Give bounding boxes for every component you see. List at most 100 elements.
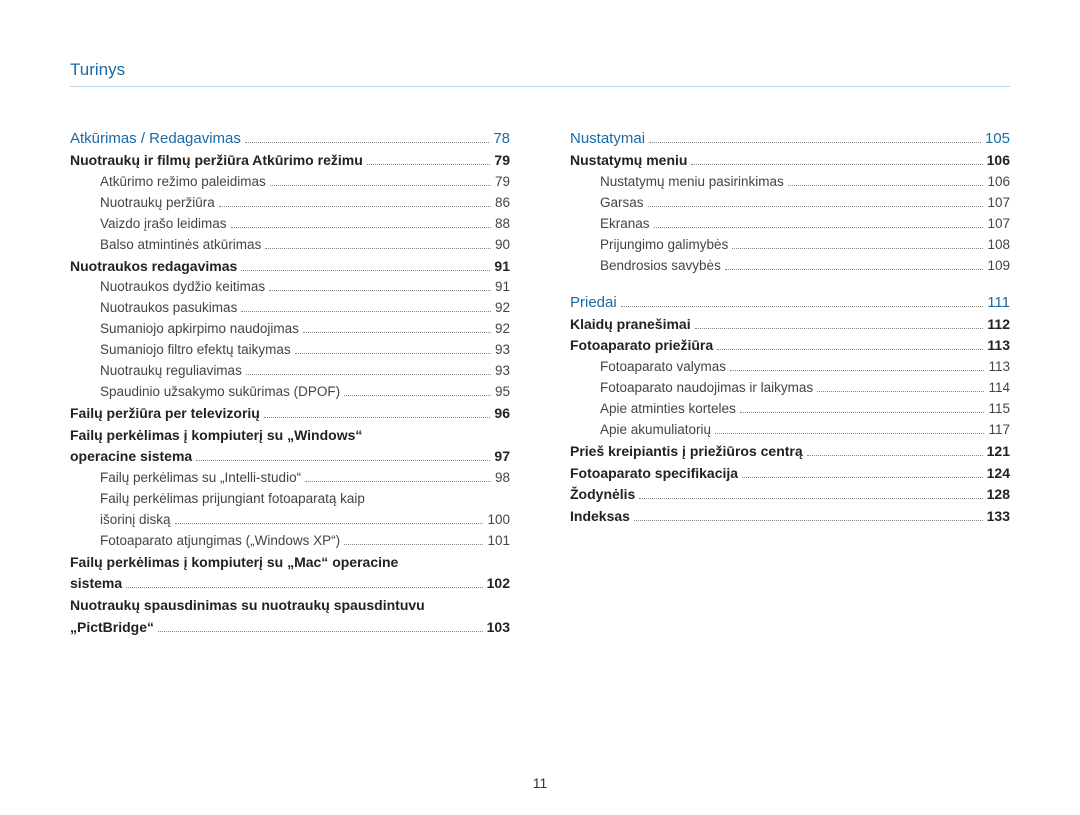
toc-label: Indeksas (570, 506, 630, 528)
toc-label: Failų perkėlimas į kompiuterį su „Mac“ o… (70, 552, 398, 574)
toc-label: Nuotraukų peržiūra (100, 193, 215, 214)
toc-label: Atkūrimas / Redagavimas (70, 127, 241, 150)
toc-entry[interactable]: Apie akumuliatorių 117 (570, 420, 1010, 441)
toc-entry[interactable]: Prijungimo galimybės108 (570, 235, 1010, 256)
toc-page: 117 (988, 420, 1010, 441)
toc-entry[interactable]: sistema102 (70, 573, 510, 595)
toc-entry[interactable]: Atkūrimo režimo paleidimas79 (70, 172, 510, 193)
toc-label: Fotoaparato valymas (600, 357, 726, 378)
toc-entry[interactable]: Nuotraukos dydžio keitimas91 (70, 277, 510, 298)
toc-entry[interactable]: Indeksas133 (570, 506, 1010, 528)
toc-leader (269, 290, 491, 291)
toc-leader (270, 185, 491, 186)
toc-label: Apie atminties korteles (600, 399, 736, 420)
toc-page: 100 (487, 510, 510, 531)
toc-page: 115 (988, 399, 1010, 420)
toc-leader (634, 520, 983, 521)
toc-section[interactable]: Nustatymai105 (570, 127, 1010, 150)
toc-page: 111 (987, 291, 1010, 314)
toc-entry[interactable]: „PictBridge“103 (70, 617, 510, 639)
toc-leader (265, 248, 491, 249)
toc-entry[interactable]: Klaidų pranešimai 112 (570, 314, 1010, 336)
toc-leader (303, 332, 491, 333)
toc-label: Klaidų pranešimai (570, 314, 691, 336)
toc-entry[interactable]: Fotoaparato priežiūra113 (570, 335, 1010, 357)
toc-leader (241, 311, 491, 312)
toc-page: 113 (987, 335, 1010, 357)
toc-leader (740, 412, 985, 413)
toc-label: Nustatymų meniu (570, 150, 687, 172)
toc-entry[interactable]: Failų peržiūra per televizorių96 (70, 403, 510, 425)
toc-leader (245, 142, 489, 143)
toc-section[interactable]: Priedai 111 (570, 291, 1010, 314)
toc-right-column: Nustatymai105Nustatymų meniu106Nustatymų… (570, 127, 1010, 638)
toc-entry[interactable]: Vaizdo įrašo leidimas 88 (70, 214, 510, 235)
toc-label: Vaizdo įrašo leidimas (100, 214, 227, 235)
toc-entry[interactable]: Balso atmintinės atkūrimas90 (70, 235, 510, 256)
toc-entry[interactable]: Fotoaparato valymas 113 (570, 357, 1010, 378)
toc-label: Bendrosios savybės (600, 256, 721, 277)
toc-leader (715, 433, 984, 434)
toc-entry[interactable]: Apie atminties korteles 115 (570, 399, 1010, 420)
toc-entry-line: Failų perkėlimas prijungiant fotoaparatą… (70, 489, 510, 510)
toc-leader (691, 164, 982, 165)
toc-page: 106 (987, 172, 1010, 193)
toc-entry[interactable]: Nuotraukos redagavimas91 (70, 256, 510, 278)
toc-page: 86 (495, 193, 510, 214)
toc-entry[interactable]: Žodynėlis128 (570, 484, 1010, 506)
toc-page: 88 (495, 214, 510, 235)
toc-section[interactable]: Atkūrimas / Redagavimas 78 (70, 127, 510, 150)
toc-leader (196, 460, 490, 461)
toc-entry[interactable]: Fotoaparato atjungimas („Windows XP“)101 (70, 531, 510, 552)
toc-leader (639, 498, 982, 499)
toc-entry[interactable]: Bendrosios savybės109 (570, 256, 1010, 277)
toc-label: Nustatymai (570, 127, 645, 150)
toc-entry[interactable]: Ekranas107 (570, 214, 1010, 235)
toc-entry[interactable]: išorinį diską100 (70, 510, 510, 531)
toc-leader (219, 206, 491, 207)
toc-entry[interactable]: Failų perkėlimas su „Intelli-studio“98 (70, 468, 510, 489)
toc-entry[interactable]: Nustatymų meniu106 (570, 150, 1010, 172)
toc-page: 91 (494, 256, 510, 278)
toc-page: 93 (495, 340, 510, 361)
toc-leader (649, 142, 981, 143)
toc-entry[interactable]: Prieš kreipiantis į priežiūros centrą121 (570, 441, 1010, 463)
toc-entry[interactable]: Nuotraukos pasukimas92 (70, 298, 510, 319)
toc-entry-line: Failų perkėlimas į kompiuterį su „Mac“ o… (70, 552, 510, 574)
toc-leader (241, 270, 490, 271)
toc-label: Nuotraukų ir filmų peržiūra Atkūrimo rež… (70, 150, 363, 172)
toc-leader (648, 206, 984, 207)
toc-leader (246, 374, 491, 375)
toc-page: 91 (495, 277, 510, 298)
toc-label: Nustatymų meniu pasirinkimas (600, 172, 784, 193)
toc-label: Žodynėlis (570, 484, 635, 506)
toc-leader (126, 587, 482, 588)
toc-label: Failų perkėlimas į kompiuterį su „Window… (70, 425, 362, 447)
toc-label: Fotoaparato atjungimas („Windows XP“) (100, 531, 340, 552)
toc-leader (807, 455, 983, 456)
toc-entry[interactable]: Spaudinio užsakymo sukūrimas (DPOF)95 (70, 382, 510, 403)
toc-page: 78 (493, 127, 510, 150)
toc-entry[interactable]: Garsas107 (570, 193, 1010, 214)
toc-entry[interactable]: Fotoaparato naudojimas ir laikymas114 (570, 378, 1010, 399)
toc-page: 113 (988, 357, 1010, 378)
toc-entry[interactable]: operacine sistema97 (70, 446, 510, 468)
toc-entry[interactable]: Sumaniojo filtro efektų taikymas93 (70, 340, 510, 361)
toc-entry[interactable]: Nustatymų meniu pasirinkimas 106 (570, 172, 1010, 193)
toc-leader (725, 269, 984, 270)
page-title: Turinys (70, 60, 1010, 87)
toc-label: Apie akumuliatorių (600, 420, 711, 441)
toc-columns: Atkūrimas / Redagavimas 78 Nuotraukų ir fi… (70, 127, 1010, 638)
toc-label: Priedai (570, 291, 617, 314)
toc-page: 112 (987, 314, 1010, 336)
toc-entry[interactable]: Sumaniojo apkirpimo naudojimas92 (70, 319, 510, 340)
toc-entry[interactable]: Fotoaparato specifikacija124 (570, 463, 1010, 485)
toc-label: Prieš kreipiantis į priežiūros centrą (570, 441, 803, 463)
toc-leader (717, 349, 983, 350)
toc-entry[interactable]: Nuotraukų reguliavimas93 (70, 361, 510, 382)
toc-entry[interactable]: Nuotraukų ir filmų peržiūra Atkūrimo rež… (70, 150, 510, 172)
toc-entry[interactable]: Nuotraukų peržiūra 86 (70, 193, 510, 214)
toc-page: 103 (487, 617, 510, 639)
toc-leader (730, 370, 984, 371)
toc-leader (295, 353, 491, 354)
